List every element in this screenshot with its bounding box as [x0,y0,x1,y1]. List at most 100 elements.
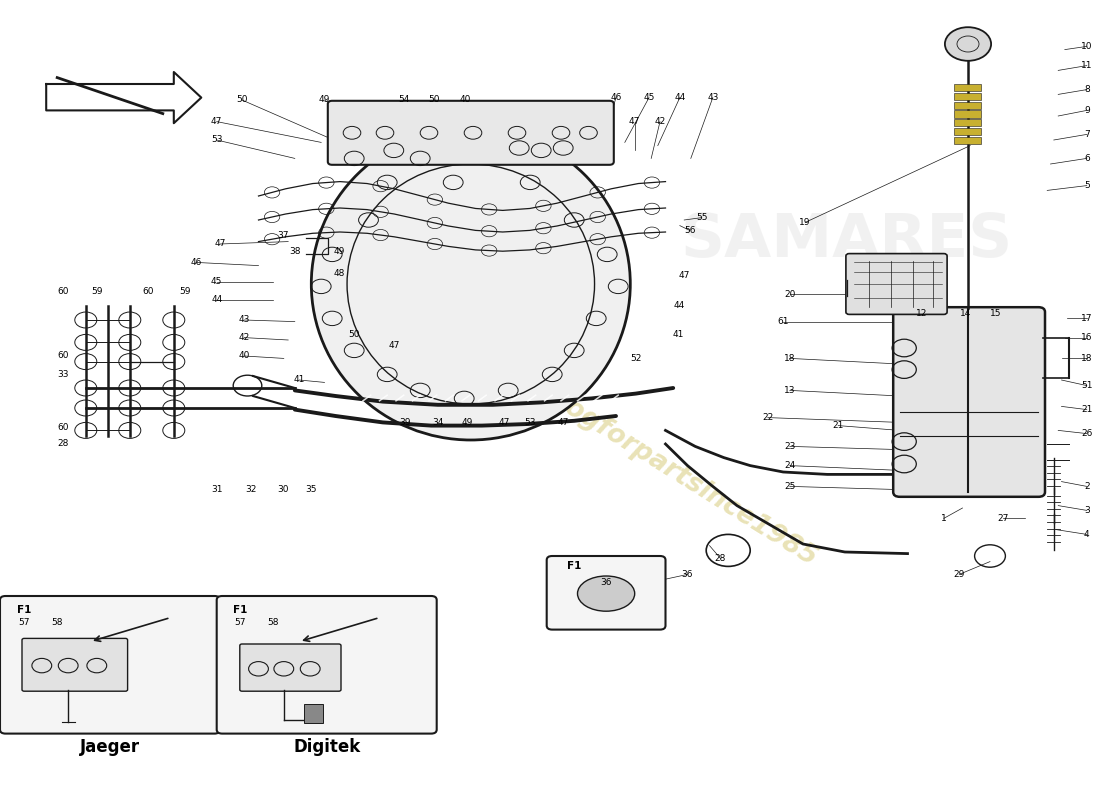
Text: 54: 54 [398,95,409,105]
Text: 53: 53 [211,135,222,145]
Text: 43: 43 [707,93,718,102]
Text: 27: 27 [998,514,1009,523]
Text: 37: 37 [277,231,288,241]
Text: 20: 20 [784,290,795,299]
Text: 6: 6 [1084,154,1090,163]
Text: 50: 50 [349,330,360,339]
Text: 12: 12 [916,309,927,318]
Text: 59: 59 [91,287,102,297]
Text: 4: 4 [1084,530,1090,539]
Text: 49: 49 [333,247,344,257]
Text: F1: F1 [566,562,582,571]
Text: 32: 32 [245,485,256,494]
Text: 2: 2 [1084,482,1090,491]
Text: 51: 51 [1081,381,1092,390]
Text: F1: F1 [232,605,248,614]
Text: 8: 8 [1084,85,1090,94]
Text: 10: 10 [1081,42,1092,51]
Text: 50: 50 [429,95,440,105]
Text: 21: 21 [1081,405,1092,414]
Text: 41: 41 [673,330,684,339]
Text: 60: 60 [57,423,68,433]
Bar [304,704,323,723]
Text: 28: 28 [57,439,68,449]
Text: 28: 28 [715,554,726,563]
Text: 7: 7 [1084,130,1090,139]
Text: 3: 3 [1084,506,1090,515]
Text: 38: 38 [289,247,300,257]
Text: 44: 44 [674,93,685,102]
Text: 59: 59 [179,287,190,297]
Text: 1: 1 [940,514,947,523]
Text: 31: 31 [211,485,222,494]
Ellipse shape [578,576,635,611]
Text: SAMARES: SAMARES [681,210,1013,270]
Text: 17: 17 [1081,314,1092,323]
Text: 55: 55 [696,213,707,222]
Text: 18: 18 [1081,354,1092,363]
Text: 45: 45 [644,93,654,102]
Text: 49: 49 [319,95,330,105]
Text: 29: 29 [954,570,965,579]
Text: 47: 47 [679,271,690,281]
Bar [954,93,981,100]
Bar [954,110,981,118]
FancyBboxPatch shape [240,644,341,691]
Text: 24: 24 [784,461,795,470]
Text: 42: 42 [239,333,250,342]
Bar [954,119,981,126]
Text: 53: 53 [525,418,536,427]
FancyBboxPatch shape [846,254,947,314]
Text: 56: 56 [684,226,695,235]
Text: 40: 40 [239,351,250,361]
Text: 15: 15 [990,309,1001,318]
Text: 47: 47 [558,418,569,427]
Text: 57: 57 [19,618,30,627]
Text: 30: 30 [277,485,288,494]
Text: F1: F1 [16,605,32,614]
Text: 21: 21 [833,421,844,430]
Text: 39: 39 [399,418,410,427]
Text: 52: 52 [630,354,641,363]
Text: 60: 60 [57,287,68,297]
FancyBboxPatch shape [0,596,220,734]
Text: 49: 49 [462,418,473,427]
Text: 11: 11 [1081,61,1092,70]
Text: 23: 23 [784,442,795,451]
Text: 47: 47 [498,418,509,427]
Text: 9: 9 [1084,106,1090,115]
Text: 47: 47 [214,239,225,249]
Bar [954,84,981,91]
Text: 26: 26 [1081,429,1092,438]
Text: 36: 36 [682,570,693,579]
Text: 47: 47 [629,117,640,126]
Text: 44: 44 [673,301,684,310]
Text: 41: 41 [294,375,305,385]
Text: 14: 14 [960,309,971,318]
Text: 33: 33 [57,370,68,379]
FancyBboxPatch shape [547,556,666,630]
Text: 60: 60 [57,351,68,361]
FancyBboxPatch shape [22,638,128,691]
Text: 40: 40 [460,95,471,105]
Text: 42: 42 [654,117,666,126]
Circle shape [945,27,991,61]
FancyBboxPatch shape [328,101,614,165]
Text: Digitek: Digitek [293,738,361,756]
Text: 34: 34 [432,418,443,427]
Text: 47: 47 [211,117,222,126]
Text: 46: 46 [610,93,621,102]
Text: 36: 36 [601,578,612,587]
Text: 48: 48 [333,269,344,278]
Text: 16: 16 [1081,333,1092,342]
Text: 47: 47 [388,341,399,350]
Text: 44: 44 [211,295,222,305]
Text: 45: 45 [211,277,222,286]
Text: 60: 60 [143,287,154,297]
FancyBboxPatch shape [893,307,1045,497]
Text: 61: 61 [778,317,789,326]
Ellipse shape [311,128,630,440]
Text: 19: 19 [800,218,811,227]
Text: 50: 50 [236,95,248,105]
Text: Jaeger: Jaeger [80,738,140,756]
